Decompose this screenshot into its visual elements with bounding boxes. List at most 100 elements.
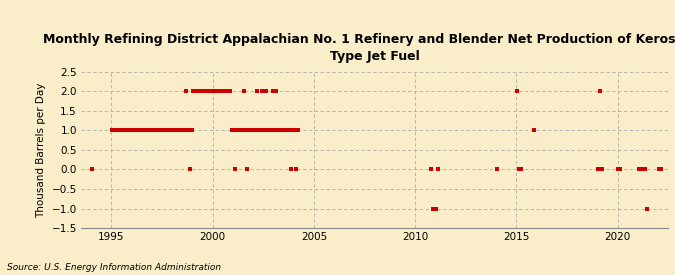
Point [247, 128, 258, 133]
Point [639, 167, 649, 172]
Point [274, 128, 285, 133]
Point [169, 128, 180, 133]
Point [183, 128, 194, 133]
Point [139, 128, 150, 133]
Point [232, 128, 242, 133]
Point [261, 89, 271, 93]
Point [107, 128, 117, 133]
Point [217, 89, 227, 93]
Point [235, 128, 246, 133]
Point [198, 89, 209, 93]
Point [151, 128, 161, 133]
Point [254, 128, 265, 133]
Point [281, 128, 292, 133]
Point [633, 167, 644, 172]
Point [213, 89, 224, 93]
Point [267, 89, 278, 93]
Point [252, 89, 263, 93]
Point [171, 128, 182, 133]
Point [655, 167, 666, 172]
Point [115, 128, 126, 133]
Point [215, 89, 225, 93]
Point [225, 89, 236, 93]
Title: Monthly Refining District Appalachian No. 1 Refinery and Blender Net Production : Monthly Refining District Appalachian No… [43, 33, 675, 64]
Point [163, 128, 173, 133]
Point [279, 128, 290, 133]
Point [193, 89, 204, 93]
Point [227, 128, 238, 133]
Point [491, 167, 502, 172]
Point [218, 89, 229, 93]
Point [248, 128, 259, 133]
Point [201, 89, 212, 93]
Point [146, 128, 157, 133]
Point [427, 207, 438, 211]
Point [178, 128, 188, 133]
Point [514, 167, 524, 172]
Point [117, 128, 128, 133]
Point [272, 128, 283, 133]
Point [188, 89, 198, 93]
Point [157, 128, 168, 133]
Point [191, 89, 202, 93]
Point [282, 128, 293, 133]
Point [653, 167, 664, 172]
Point [211, 89, 222, 93]
Point [269, 128, 279, 133]
Point [203, 89, 214, 93]
Point [289, 128, 300, 133]
Point [515, 167, 526, 172]
Point [220, 89, 231, 93]
Point [153, 128, 163, 133]
Point [186, 128, 197, 133]
Point [595, 89, 605, 93]
Point [210, 89, 221, 93]
Point [142, 128, 153, 133]
Point [221, 89, 232, 93]
Point [200, 89, 211, 93]
Point [194, 89, 205, 93]
Point [262, 128, 273, 133]
Point [129, 128, 140, 133]
Point [156, 128, 167, 133]
Point [176, 128, 187, 133]
Y-axis label: Thousand Barrels per Day: Thousand Barrels per Day [36, 82, 46, 218]
Point [288, 128, 298, 133]
Point [529, 128, 539, 133]
Point [259, 128, 269, 133]
Point [292, 128, 303, 133]
Point [635, 167, 646, 172]
Point [255, 128, 266, 133]
Point [228, 128, 239, 133]
Point [208, 89, 219, 93]
Point [154, 128, 165, 133]
Point [112, 128, 123, 133]
Point [174, 128, 185, 133]
Point [238, 89, 249, 93]
Point [137, 128, 148, 133]
Point [120, 128, 131, 133]
Point [613, 167, 624, 172]
Point [127, 128, 138, 133]
Point [429, 207, 440, 211]
Point [291, 167, 302, 172]
Point [237, 128, 248, 133]
Point [244, 128, 254, 133]
Point [136, 128, 146, 133]
Point [264, 128, 275, 133]
Point [433, 167, 443, 172]
Point [86, 167, 97, 172]
Point [110, 128, 121, 133]
Point [642, 207, 653, 211]
Point [223, 89, 234, 93]
Point [134, 128, 144, 133]
Text: Source: U.S. Energy Information Administration: Source: U.S. Energy Information Administ… [7, 263, 221, 272]
Point [245, 128, 256, 133]
Point [242, 167, 252, 172]
Point [109, 128, 119, 133]
Point [147, 128, 158, 133]
Point [167, 128, 178, 133]
Point [181, 89, 192, 93]
Point [149, 128, 160, 133]
Point [426, 167, 437, 172]
